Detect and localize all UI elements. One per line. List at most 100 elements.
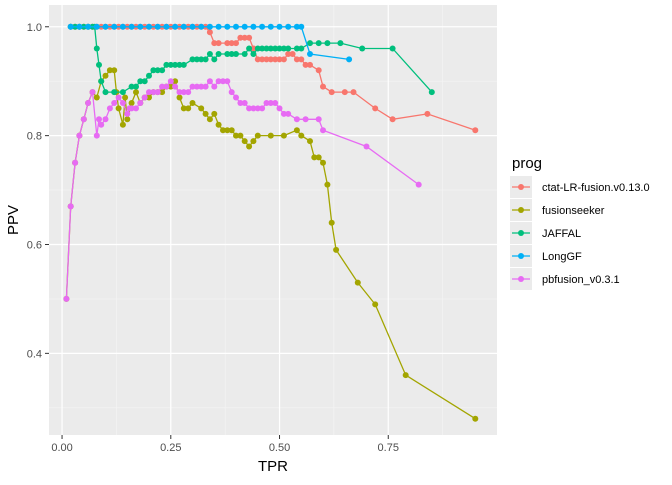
data-point	[128, 83, 135, 90]
data-point	[93, 45, 100, 52]
data-point	[96, 116, 102, 123]
legend: prog ctat-LR-fusion.v0.13.0 fusionseeker J…	[510, 155, 650, 290]
data-point	[189, 83, 196, 90]
legend-label: JAFFAL	[542, 228, 581, 240]
data-point	[293, 127, 300, 134]
data-point	[250, 23, 257, 30]
legend-label: pbfusion_v0.3.1	[542, 274, 620, 286]
data-point	[346, 56, 353, 63]
data-point	[159, 83, 166, 90]
data-point	[189, 56, 196, 63]
legend-key-point	[518, 253, 524, 259]
data-point	[354, 279, 361, 286]
data-point	[159, 89, 166, 96]
data-point	[111, 89, 118, 96]
data-point	[241, 34, 248, 41]
data-point	[176, 94, 183, 101]
legend-label: ctat-LR-fusion.v0.13.0	[542, 182, 650, 194]
data-point	[233, 132, 239, 139]
x-tick-label: 0.25	[160, 442, 181, 454]
data-point	[141, 78, 148, 85]
data-point	[293, 45, 300, 52]
y-axis-title: PPV	[5, 205, 22, 235]
data-point	[328, 219, 335, 226]
data-point	[198, 83, 205, 90]
data-point	[128, 100, 135, 106]
data-point	[298, 45, 305, 52]
data-point	[124, 116, 131, 123]
y-tick-label: 0.4	[27, 348, 42, 360]
data-point	[124, 110, 131, 117]
axis-layer: 0.00 0.25 0.50 0.75 0.4 0.6 0.8 1.0	[27, 22, 399, 454]
data-point	[272, 100, 279, 106]
data-point	[293, 23, 300, 30]
data-point	[311, 154, 318, 161]
data-point	[93, 94, 100, 101]
data-point	[228, 127, 235, 134]
data-point	[298, 56, 305, 63]
data-point	[167, 61, 174, 68]
data-point	[246, 105, 253, 112]
data-point	[220, 78, 226, 85]
data-point	[172, 23, 179, 30]
data-point	[428, 89, 435, 96]
data-point	[280, 132, 287, 139]
data-point	[180, 89, 187, 96]
data-point	[315, 67, 322, 74]
data-point	[363, 143, 370, 150]
data-point	[67, 23, 74, 30]
data-point	[72, 159, 79, 166]
data-point	[320, 83, 326, 90]
legend-key-point	[518, 230, 524, 236]
x-tick-label: 0.75	[378, 442, 399, 454]
data-point	[246, 45, 253, 52]
legend-key-point	[518, 276, 524, 282]
data-point	[198, 23, 205, 30]
data-point	[85, 23, 92, 30]
data-point	[307, 61, 313, 68]
data-point	[128, 105, 135, 112]
data-point	[185, 105, 192, 112]
series-group	[63, 78, 422, 302]
data-point	[85, 100, 92, 106]
data-point	[146, 23, 152, 30]
data-point	[163, 61, 170, 68]
data-point	[328, 89, 335, 96]
data-point	[259, 105, 266, 112]
data-point	[176, 89, 183, 96]
data-point	[172, 83, 179, 90]
series-group	[67, 23, 353, 63]
data-point	[106, 105, 113, 112]
data-point	[211, 110, 218, 117]
data-point	[285, 23, 292, 30]
data-point	[185, 89, 192, 96]
data-point	[389, 45, 396, 52]
data-point	[472, 415, 479, 422]
data-point	[298, 132, 305, 139]
data-point	[276, 45, 283, 52]
data-point	[289, 51, 296, 57]
data-point	[133, 89, 139, 96]
data-point	[259, 23, 266, 30]
data-point	[211, 40, 218, 47]
data-point	[276, 23, 283, 30]
data-point	[350, 89, 357, 96]
data-point	[180, 23, 187, 30]
data-point	[176, 61, 183, 68]
data-point	[93, 23, 100, 30]
x-tick-label: 0.00	[51, 442, 72, 454]
data-point	[267, 23, 274, 30]
data-point	[254, 132, 261, 139]
data-point	[172, 78, 179, 85]
data-point	[76, 23, 83, 30]
data-point	[250, 105, 257, 112]
data-point	[293, 116, 300, 123]
data-point	[111, 100, 118, 106]
data-point	[202, 110, 209, 117]
data-point	[276, 105, 283, 112]
data-point	[206, 116, 213, 123]
series-group	[67, 23, 435, 96]
data-point	[198, 105, 205, 112]
legend-key-point	[518, 207, 524, 213]
